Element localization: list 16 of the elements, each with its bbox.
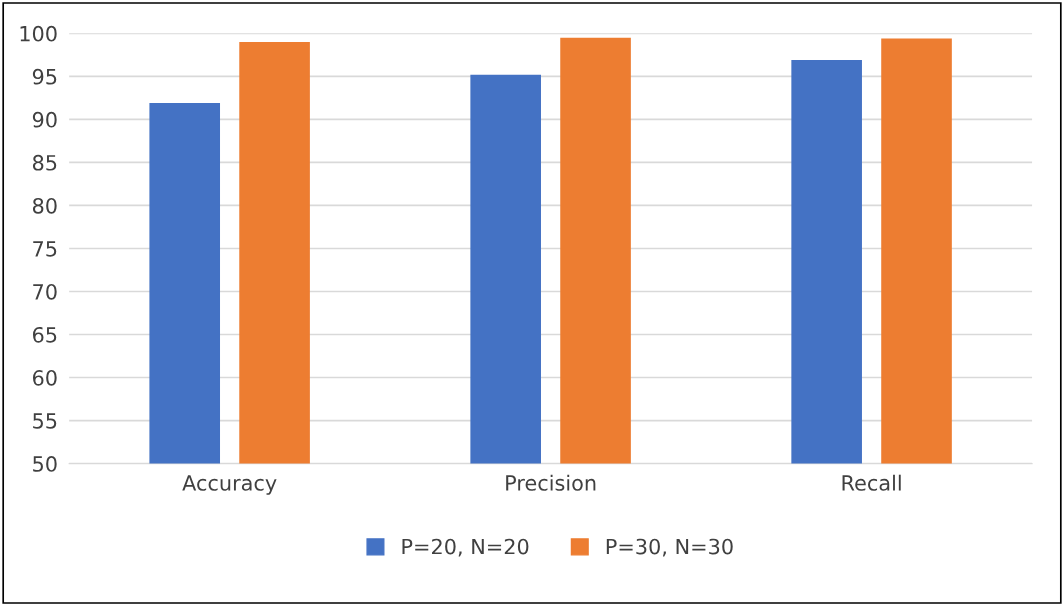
x-tick-label: Recall [842, 474, 901, 491]
y-tick-label: 95 [32, 68, 57, 85]
y-tick-label: 85 [32, 154, 57, 171]
y-tick-label: 75 [33, 241, 57, 257]
y-tick-label: 70 [33, 283, 57, 300]
legend-label: P=30, N=30 [606, 538, 733, 557]
y-tick-label: 50 [33, 456, 57, 472]
y-tick-label: 60 [32, 369, 57, 386]
x-tick-label: Precision [506, 474, 596, 491]
y-tick-label: 55 [33, 413, 57, 429]
legend-label: P=20, N=20 [402, 538, 529, 557]
y-tick-label: 65 [32, 326, 57, 343]
y-tick-label: 80 [32, 197, 57, 214]
y-tick-label: 90 [32, 111, 57, 128]
x-tick-label: Accuracy [182, 475, 277, 495]
y-tick-label: 100 [20, 25, 57, 42]
